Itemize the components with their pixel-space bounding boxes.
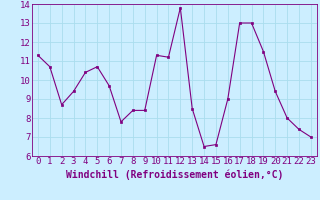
X-axis label: Windchill (Refroidissement éolien,°C): Windchill (Refroidissement éolien,°C): [66, 169, 283, 180]
